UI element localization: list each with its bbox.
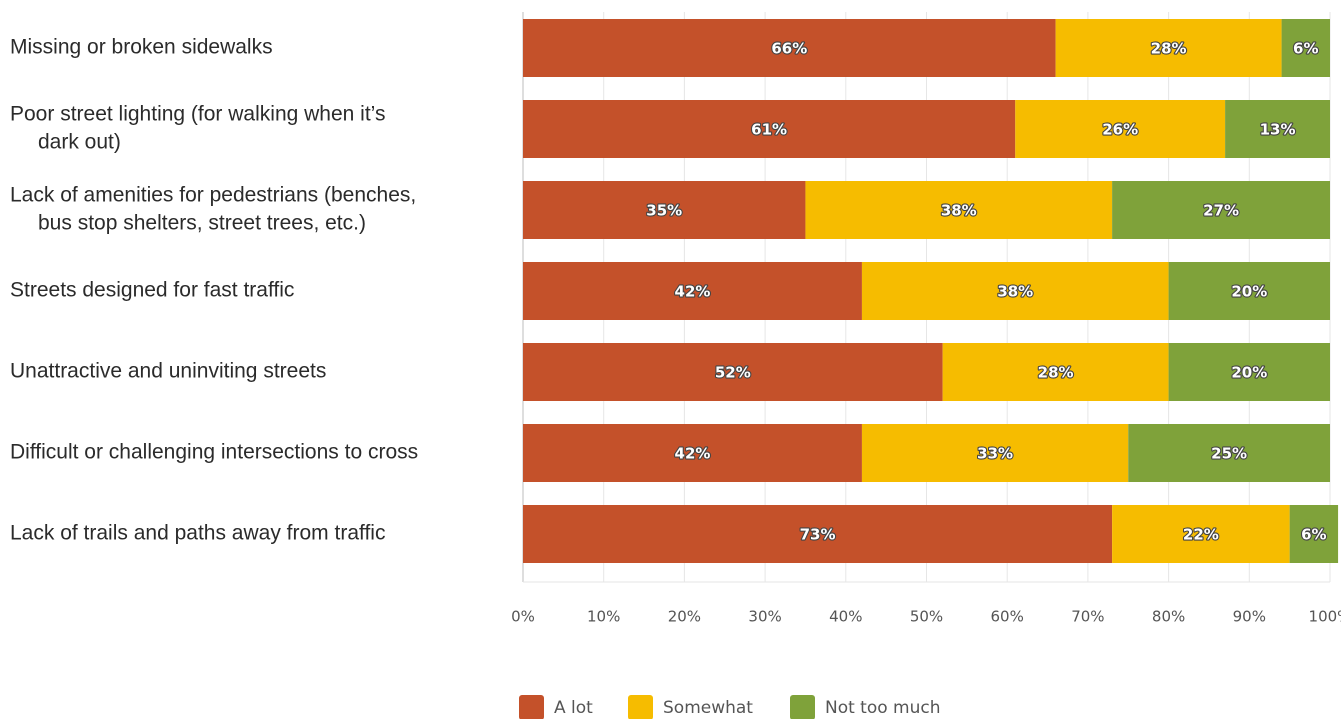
data-label: 66%: [771, 40, 807, 58]
x-tick-label: 100%: [1309, 608, 1341, 626]
x-tick-label: 0%: [511, 608, 535, 626]
category-labels: Missing or broken sidewalks Poor street l…: [10, 36, 418, 545]
bar-segment: [1055, 19, 1282, 77]
legend-label: A lot: [554, 698, 593, 718]
bar-segment: [1225, 100, 1330, 158]
bar-segment: [1168, 343, 1330, 401]
data-label: 22%: [1183, 526, 1219, 544]
legend: A lot Somewhat Not too much: [519, 695, 941, 719]
data-label: 61%: [751, 121, 787, 139]
bar-segment: [942, 343, 1169, 401]
legend-swatch: [519, 695, 544, 719]
legend-label: Somewhat: [663, 698, 753, 718]
data-label: 42%: [675, 283, 711, 301]
category-label-line: bus stop shelters, street trees, etc.): [38, 212, 366, 235]
bar-segment: [1112, 505, 1290, 563]
bar-segment: [861, 424, 1129, 482]
category-label-line: Unattractive and uninviting streets: [10, 360, 326, 383]
category-label: Difficult or challenging intersections t…: [10, 441, 418, 464]
bar-segment: [1128, 424, 1330, 482]
bar-segment: [523, 343, 943, 401]
data-label: 20%: [1231, 364, 1267, 382]
x-tick-label: 50%: [910, 608, 943, 626]
category-label-line: Difficult or challenging intersections t…: [10, 441, 418, 464]
bar-segment: [1281, 19, 1330, 77]
x-axis-ticks: 0% 10% 20% 30% 40% 50% 60% 70% 80% 90% 100%: [511, 608, 1341, 626]
data-label: 73%: [800, 526, 836, 544]
bar-segment: [523, 181, 806, 239]
data-label: 52%: [715, 364, 751, 382]
data-label: 26%: [1102, 121, 1138, 139]
legend-swatch: [628, 695, 653, 719]
x-tick-label: 80%: [1152, 608, 1185, 626]
bar-segment: [523, 505, 1113, 563]
x-tick-label: 30%: [748, 608, 781, 626]
category-label-line: dark out): [38, 131, 121, 154]
data-label: 35%: [646, 202, 682, 220]
bar-segment: [523, 424, 862, 482]
bar-segment: [523, 262, 862, 320]
data-label: 38%: [941, 202, 977, 220]
x-tick-label: 60%: [991, 608, 1024, 626]
category-label: Lack of amenities for pedestrians (bench…: [10, 184, 416, 235]
bar-segment: [1168, 262, 1330, 320]
category-label-line: Lack of amenities for pedestrians (bench…: [10, 184, 416, 207]
data-label: 28%: [1151, 40, 1187, 58]
bar-segment: [861, 262, 1169, 320]
category-label-line: Lack of trails and paths away from traff…: [10, 522, 385, 545]
bars: 66% 28% 6% 61% 26% 13% 35% 38% 27% 42% 38% 20% 52% 28…: [523, 19, 1339, 563]
category-label: Missing or broken sidewalks: [10, 36, 273, 59]
x-tick-label: 70%: [1071, 608, 1104, 626]
category-label-line: Streets designed for fast traffic: [10, 279, 294, 302]
bar-segment: [805, 181, 1113, 239]
category-label: Streets designed for fast traffic: [10, 279, 294, 302]
category-label-line: Missing or broken sidewalks: [10, 36, 273, 59]
x-tick-label: 40%: [829, 608, 862, 626]
data-label: 13%: [1260, 121, 1296, 139]
x-tick-label: 90%: [1233, 608, 1266, 626]
bar-segment: [1112, 181, 1330, 239]
bar-segment: [1015, 100, 1226, 158]
x-tick-label: 10%: [587, 608, 620, 626]
data-label: 42%: [675, 445, 711, 463]
category-label: Lack of trails and paths away from traff…: [10, 522, 385, 545]
data-label: 6%: [1301, 526, 1326, 544]
data-label: 38%: [997, 283, 1033, 301]
legend-swatch: [790, 695, 815, 719]
data-label: 27%: [1203, 202, 1239, 220]
data-label: 20%: [1231, 283, 1267, 301]
category-label: Unattractive and uninviting streets: [10, 360, 326, 383]
bar-segment: [523, 19, 1056, 77]
category-label-line: Poor street lighting (for walking when i…: [10, 103, 385, 126]
legend-label: Not too much: [825, 698, 941, 718]
data-label: 25%: [1211, 445, 1247, 463]
data-label: 6%: [1293, 40, 1318, 58]
bar-segment: [523, 100, 1016, 158]
data-label: 28%: [1038, 364, 1074, 382]
category-label: Poor street lighting (for walking when i…: [10, 103, 385, 154]
x-tick-label: 20%: [668, 608, 701, 626]
data-label: 33%: [977, 445, 1013, 463]
bar-segment: [1289, 505, 1339, 563]
